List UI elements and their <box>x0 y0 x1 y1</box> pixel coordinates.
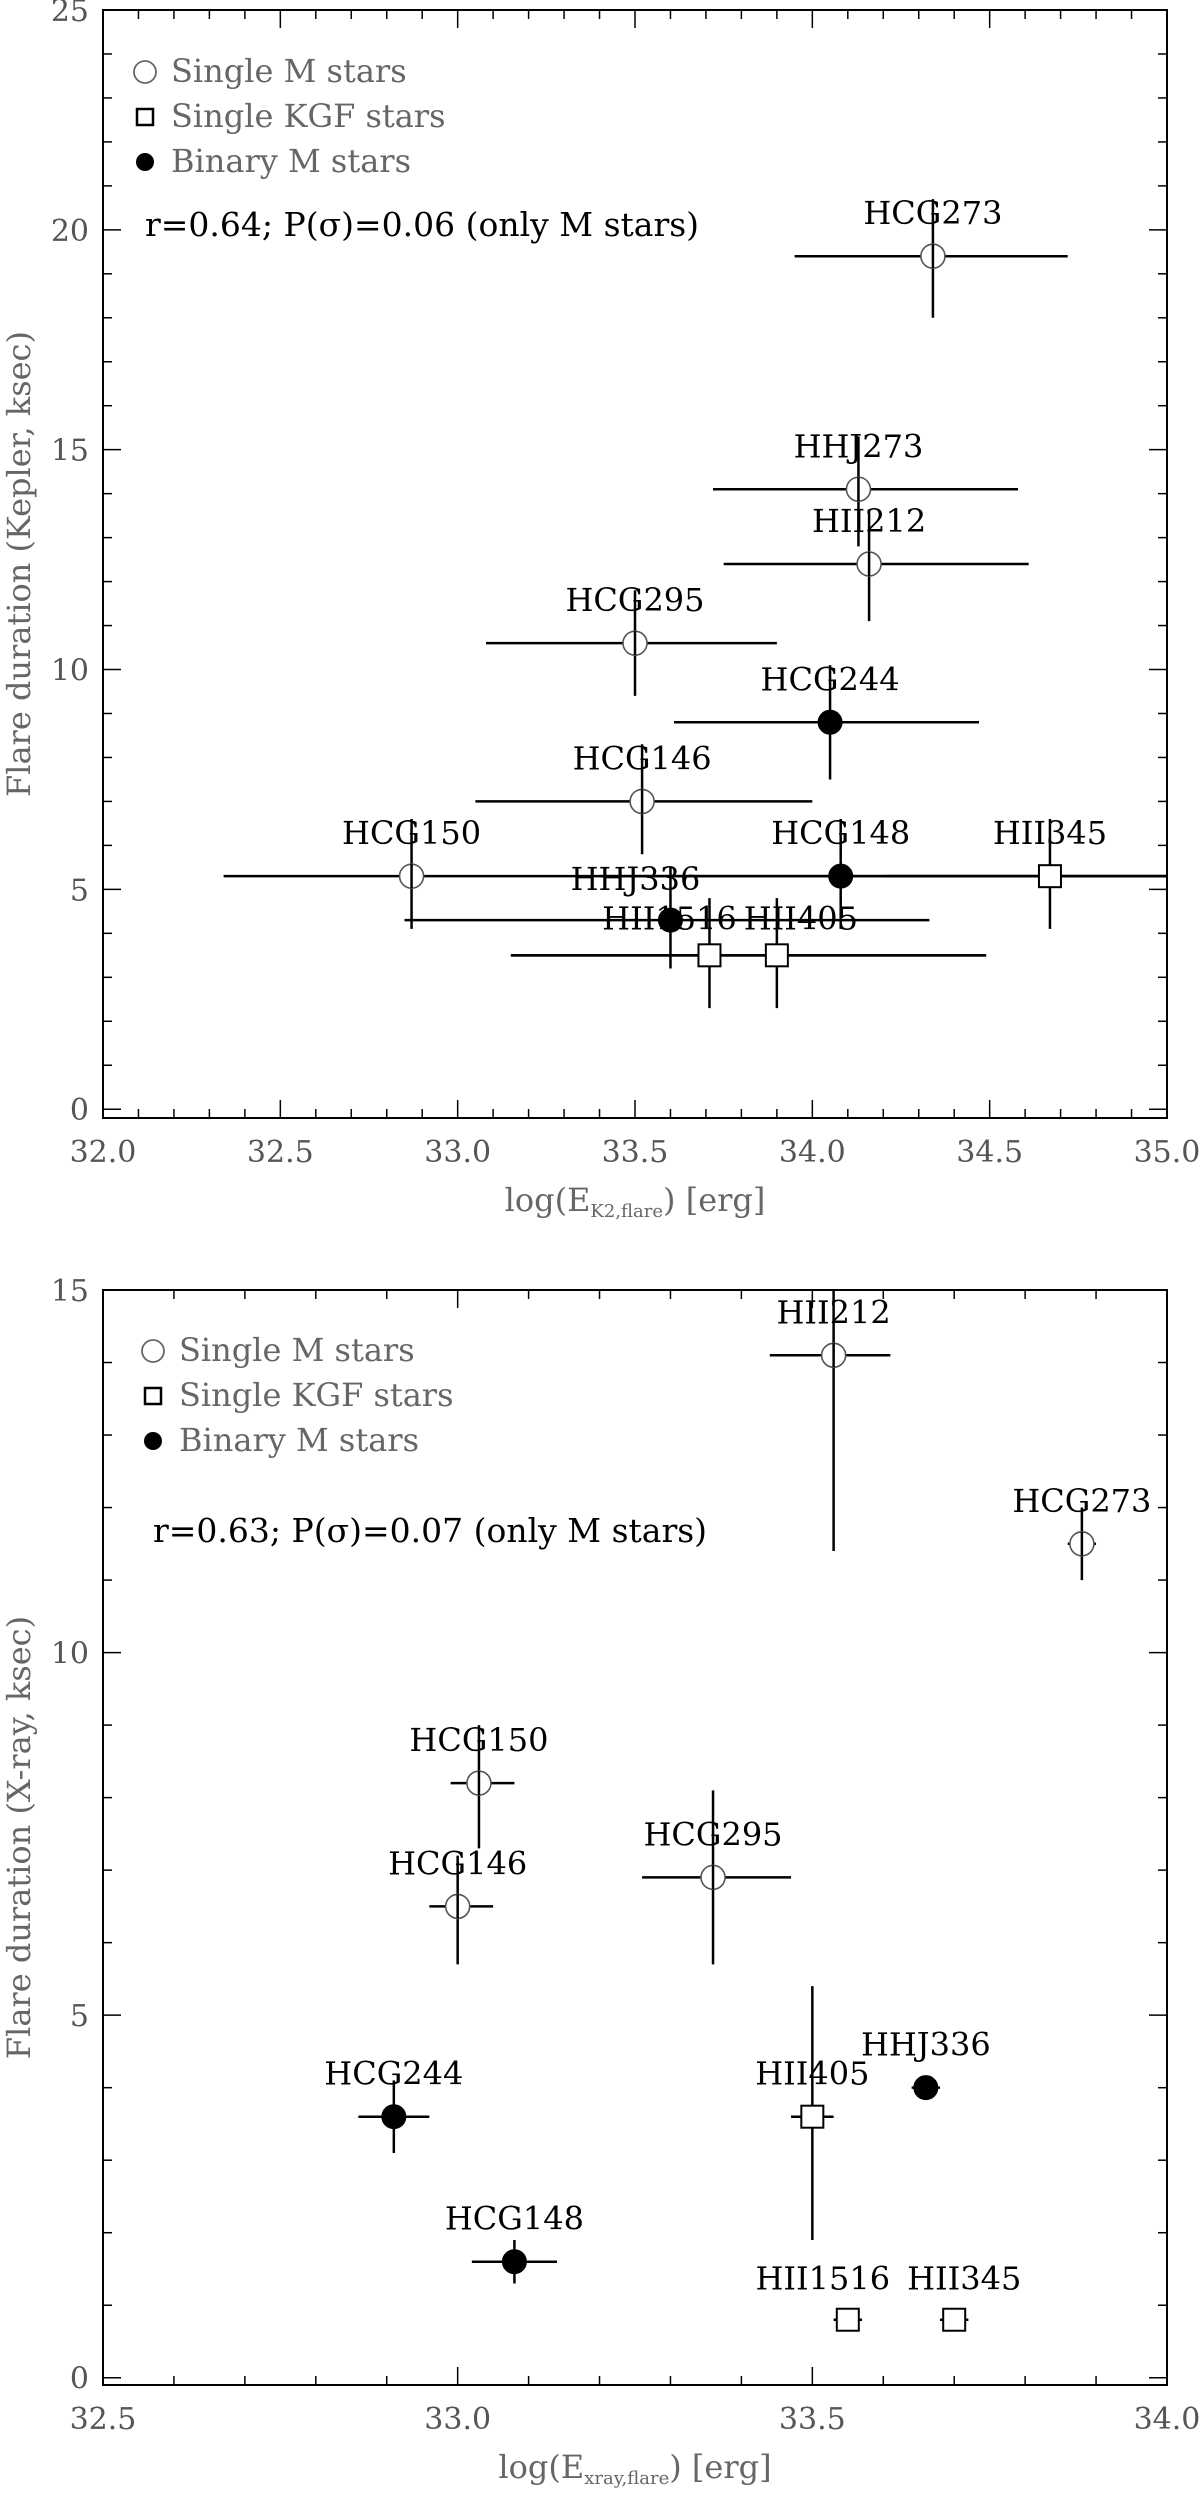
data-point-marker <box>835 2307 860 2332</box>
y-tick-label: 15 <box>51 1274 89 1309</box>
legend-label: Single M stars <box>171 52 407 90</box>
data-point-label: HHJ336 <box>571 860 701 898</box>
y-tick-label: 0 <box>70 1093 89 1128</box>
data-point-marker <box>828 863 854 889</box>
legend-item: Binary M stars <box>136 142 411 180</box>
x-tick-label: 34.0 <box>1134 2402 1200 2437</box>
x-axis-title: log(Exray,flare) [erg] <box>498 2448 771 2489</box>
data-point-label: HCG273 <box>1012 1482 1151 1520</box>
y-tick-label: 15 <box>51 434 89 469</box>
x-axis-title-main: log(E <box>505 1181 591 1219</box>
plot-frame <box>102 1289 1168 2386</box>
x-tick-label: 33.0 <box>424 1135 491 1170</box>
y-axis-title: Flare duration (Kepler, ksec) <box>0 331 38 797</box>
data-point-label: HII405 <box>744 899 858 937</box>
data-point-label: HCG148 <box>445 2200 584 2238</box>
data-point-marker <box>913 2075 939 2101</box>
data-point-marker <box>817 709 843 735</box>
data-point-marker <box>1037 864 1062 889</box>
x-tick-label: 32.0 <box>70 1135 137 1170</box>
data-point-label: HHJ273 <box>794 427 924 465</box>
legend-label: Binary M stars <box>171 142 411 180</box>
data-point-label: HCG148 <box>771 814 910 852</box>
data-point-label: HII212 <box>812 502 926 540</box>
data-point-marker <box>501 2249 527 2275</box>
data-point-label: HCG244 <box>761 660 900 698</box>
legend-open-circle-icon <box>141 1339 165 1363</box>
data-point-label: HCG150 <box>342 814 481 852</box>
data-point-label: HII1516 <box>602 899 737 937</box>
data-point-marker <box>381 2104 407 2130</box>
x-tick-label: 33.0 <box>424 2402 491 2437</box>
legend-filled-circle-icon <box>144 1432 162 1450</box>
y-tick-label: 5 <box>70 873 89 908</box>
x-tick-label: 34.5 <box>956 1135 1023 1170</box>
legend-label: Single M stars <box>179 1331 415 1369</box>
legend-label: Binary M stars <box>179 1421 419 1459</box>
legend-item: Binary M stars <box>144 1421 419 1459</box>
data-point-label: HII405 <box>755 2055 869 2093</box>
data-point-label: HHJ336 <box>861 2026 991 2064</box>
legend-label: Single KGF stars <box>179 1376 454 1414</box>
kepler-flare-duration-chart: 32.0 32.5 33.0 33.5 34.0 34.5 35.0 0 5 10 15 20 25 lo… <box>0 0 1200 1222</box>
x-axis-title-tail: ) [erg] <box>669 2448 771 2486</box>
correlation-annotation: r=0.63; P(σ)=0.07 (only M stars) <box>153 1511 707 1550</box>
data-point-label: HCG150 <box>409 1721 548 1759</box>
x-tick-label: 32.5 <box>247 1135 314 1170</box>
legend-label: Single KGF stars <box>171 97 446 135</box>
data-point-label: HCG146 <box>573 739 712 777</box>
y-tick-label: 20 <box>51 214 89 249</box>
x-tick-label: 32.5 <box>70 2402 137 2437</box>
y-tick-label: 25 <box>51 0 89 29</box>
x-axis-title-subscript: xray,flare <box>584 2468 669 2489</box>
data-point-label: HCG146 <box>388 1844 527 1882</box>
legend-filled-circle-icon <box>136 153 154 171</box>
x-axis-title-tail: ) [erg] <box>663 1181 765 1219</box>
x-tick-label: 34.0 <box>779 1135 846 1170</box>
x-axis-title-main: log(E <box>498 2448 584 2486</box>
y-axis-title: Flare duration (X-ray, ksec) <box>0 1616 38 2059</box>
data-point-marker <box>657 907 683 933</box>
xray-flare-duration-chart: 32.5 33.0 33.5 34.0 0 5 10 15 log(Exray,flare) [… <box>0 1274 1200 2489</box>
data-point-marker <box>800 2104 825 2129</box>
y-tick-label: 10 <box>51 654 89 689</box>
data-point-label: HCG295 <box>644 1815 783 1853</box>
x-axis-title-subscript: K2,flare <box>590 1201 663 1222</box>
correlation-annotation: r=0.64; P(σ)=0.06 (only M stars) <box>145 205 699 244</box>
data-point-marker <box>764 943 789 968</box>
data-point-label: HCG295 <box>565 581 704 619</box>
data-point-label: HII345 <box>993 814 1107 852</box>
error-bars <box>358 1290 1097 2331</box>
y-tick-label: 10 <box>51 1637 89 1672</box>
data-point-marker <box>697 943 722 968</box>
y-tick-label: 5 <box>70 1999 89 2034</box>
x-tick-label: 33.5 <box>779 2402 846 2437</box>
legend-open-square-icon <box>135 107 155 127</box>
legend-item: Single KGF stars <box>135 97 446 135</box>
legend-item: Single M stars <box>133 52 407 90</box>
data-point-label: HII1516 <box>755 2260 890 2298</box>
x-tick-label: 33.5 <box>602 1135 669 1170</box>
legend-item: Single M stars <box>141 1331 415 1369</box>
data-point-marker <box>942 2307 967 2332</box>
data-point-label: HII345 <box>907 2260 1021 2298</box>
legend-open-square-icon <box>143 1386 163 1406</box>
data-point-label: HCG273 <box>863 194 1002 232</box>
legend-item: Single KGF stars <box>143 1376 454 1414</box>
data-point-label: HCG244 <box>324 2055 463 2093</box>
x-tick-label: 35.0 <box>1134 1135 1200 1170</box>
data-point-label: HII212 <box>776 1293 890 1331</box>
legend-open-circle-icon <box>133 60 157 84</box>
y-tick-label: 0 <box>70 2362 89 2397</box>
x-axis-title: log(EK2,flare) [erg] <box>505 1181 766 1222</box>
